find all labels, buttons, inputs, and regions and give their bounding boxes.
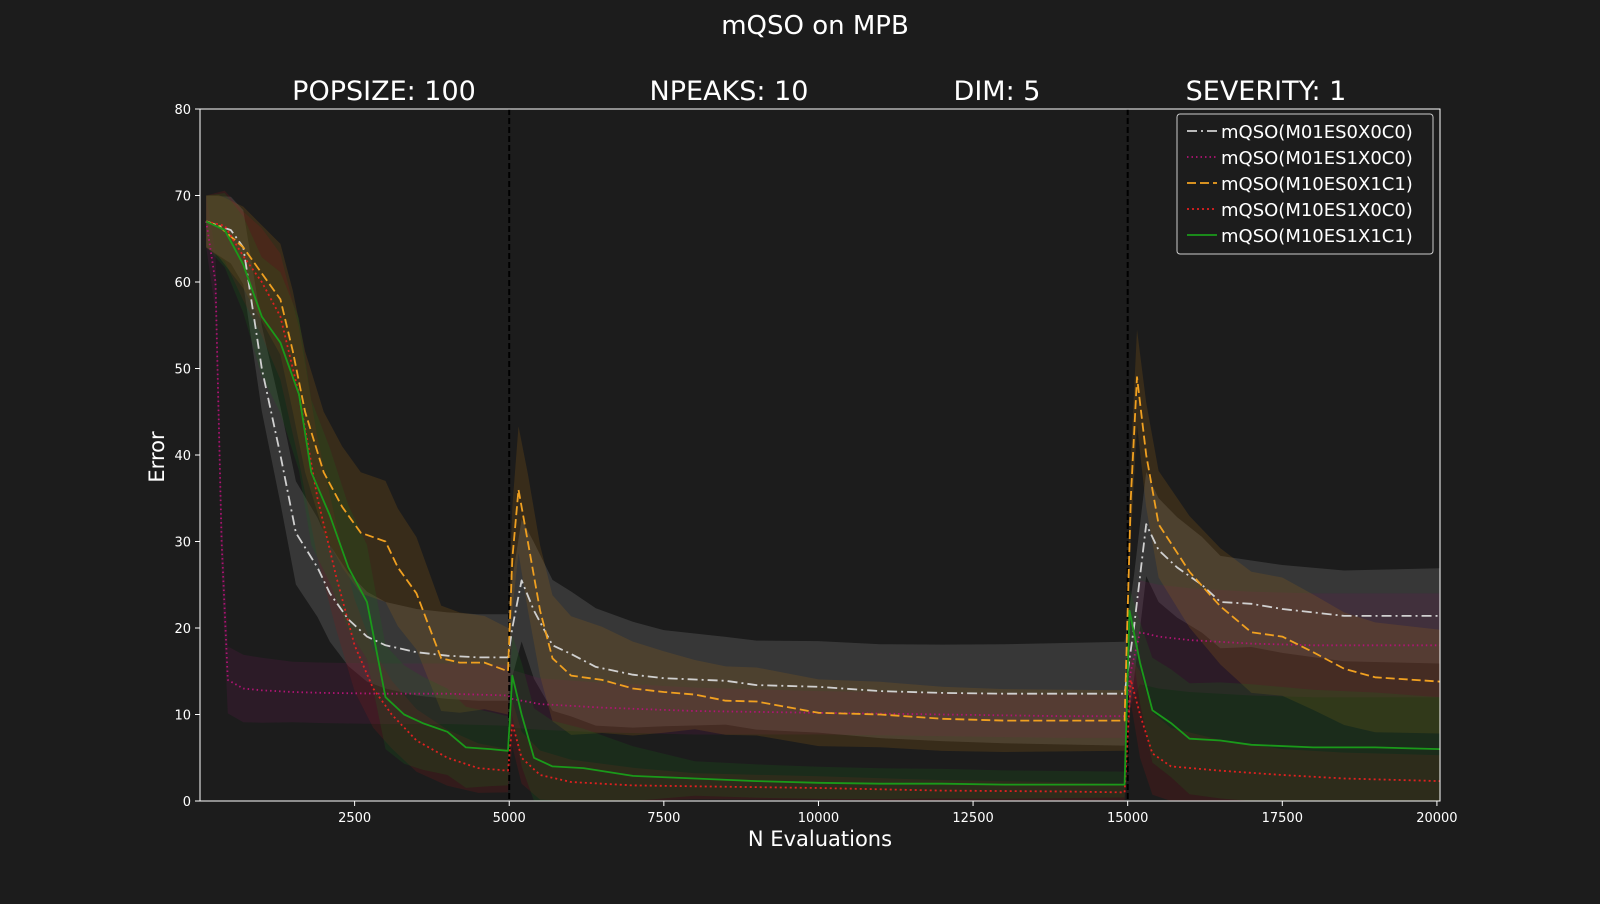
subtitle-npeaks: NPEAKS: 10 xyxy=(650,76,809,107)
line-series-2 xyxy=(205,221,1440,718)
x-tick-label: 20000 xyxy=(1416,811,1457,826)
legend-label: mQSO(M10ES1X0C0) xyxy=(1221,200,1413,221)
subtitle-severity: SEVERITY: 1 xyxy=(1186,76,1347,107)
x-tick-label: 5000 xyxy=(493,811,526,826)
y-tick-label: 40 xyxy=(174,449,191,464)
y-tick-label: 80 xyxy=(174,103,191,118)
chart-title: mQSO on MPB xyxy=(721,11,909,41)
x-tick-label: 7500 xyxy=(647,811,680,826)
line-series-1 xyxy=(205,220,1440,695)
subtitle-popsize: POPSIZE: 100 xyxy=(292,76,476,107)
legend-label: mQSO(M10ES1X1C1) xyxy=(1221,226,1413,247)
band-series-1 xyxy=(206,195,1440,746)
line-series-5 xyxy=(205,220,1440,786)
x-tick-label: 10000 xyxy=(798,811,839,826)
y-tick-label: 70 xyxy=(174,190,191,205)
legend-label: mQSO(M10ES0X1C1) xyxy=(1221,174,1413,195)
x-tick-label: 17500 xyxy=(1262,811,1303,826)
subtitle-dim: DIM: 5 xyxy=(954,76,1041,107)
band-series-5 xyxy=(206,193,1440,801)
y-tick-label: 20 xyxy=(174,622,191,637)
legend-label: mQSO(M01ES0X0C0) xyxy=(1221,122,1413,143)
series-lines xyxy=(205,220,1440,794)
y-axis-ticks: 0 10 20 30 40 50 60 70 80 xyxy=(174,103,200,810)
x-tick-label: 12500 xyxy=(952,811,993,826)
x-axis-ticks: 2500 5000 7500 10000 12500 15000 17500 20000 xyxy=(338,801,1458,826)
legend-label: mQSO(M01ES1X0C0) xyxy=(1221,148,1413,169)
x-axis-label: N Evaluations xyxy=(748,827,892,851)
line-series-3 xyxy=(205,220,1440,722)
y-tick-label: 50 xyxy=(174,363,191,378)
y-tick-label: 10 xyxy=(174,709,191,724)
x-tick-label: 2500 xyxy=(338,811,371,826)
y-tick-label: 30 xyxy=(174,536,191,551)
x-tick-label: 15000 xyxy=(1107,811,1148,826)
y-tick-label: 60 xyxy=(174,276,191,291)
confidence-bands xyxy=(206,190,1440,801)
band-series-3 xyxy=(206,194,1440,752)
legend-box xyxy=(1176,113,1434,255)
y-tick-label: 0 xyxy=(183,795,191,810)
band-series-2 xyxy=(206,195,1440,738)
legend: mQSO(M01ES0X0C0) mQSO(M01ES1X0C0) mQSO(M10… xyxy=(1176,113,1434,255)
y-axis-label: Error xyxy=(145,431,169,483)
